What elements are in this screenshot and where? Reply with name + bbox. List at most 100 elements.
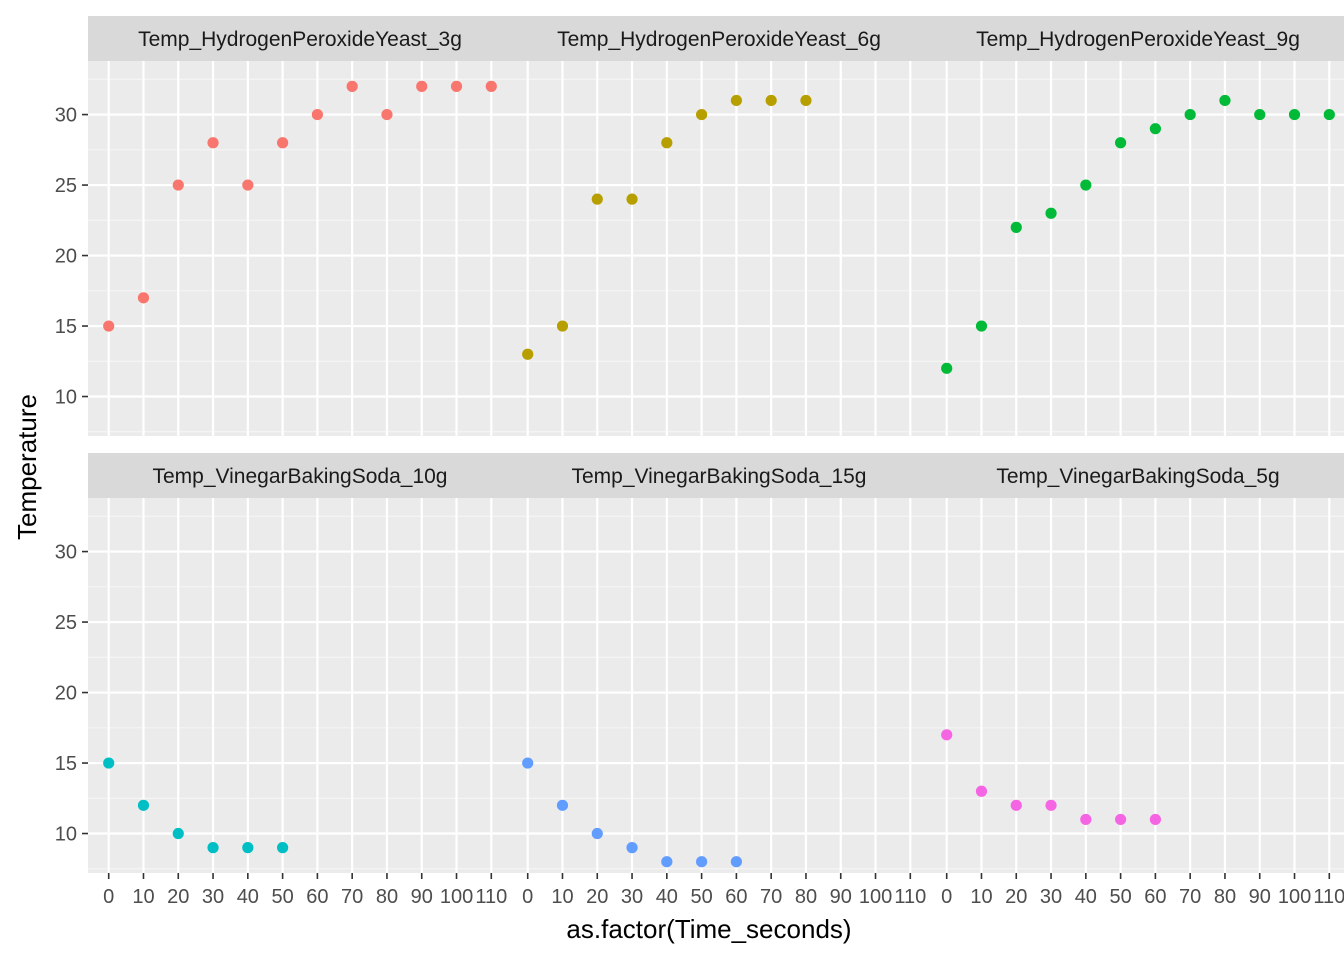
facet-panel: Temp_VinegarBakingSoda_5g 0 10 20 30 40 50 60 70…	[926, 453, 1344, 908]
data-point	[626, 193, 638, 205]
facet-panel: Temp_VinegarBakingSoda_10g 10 15 20 25 30 0 10 2…	[55, 453, 512, 908]
data-point	[311, 108, 323, 121]
data-point	[1080, 813, 1092, 826]
panel-background	[88, 61, 512, 436]
data-point	[1045, 207, 1057, 219]
data-point	[1219, 94, 1231, 107]
data-point	[381, 108, 393, 121]
x-tick-label: 70	[341, 886, 363, 908]
data-point	[661, 137, 673, 149]
x-tick-label: 90	[411, 886, 433, 908]
data-point	[1010, 799, 1022, 811]
facet-strip-label: Temp_HydrogenPeroxideYeast_6g	[557, 28, 881, 51]
data-point	[556, 320, 569, 332]
x-tick-label: 30	[202, 886, 224, 908]
x-tick-label: 100	[859, 886, 892, 908]
x-tick-label: 30	[621, 886, 643, 908]
facet-strip-label: Temp_HydrogenPeroxideYeast_3g	[138, 28, 462, 51]
x-tick-label: 110	[894, 886, 926, 908]
y-tick-label: 10	[55, 387, 77, 409]
data-point	[556, 799, 569, 811]
x-tick-label: 20	[586, 886, 608, 908]
data-point	[485, 80, 497, 92]
data-point	[137, 292, 150, 304]
x-tick-label: 70	[760, 886, 782, 908]
data-point	[1184, 108, 1196, 121]
data-point	[1115, 137, 1127, 149]
y-tick-label: 30	[55, 542, 77, 564]
x-tick-label: 50	[1109, 886, 1131, 908]
facet-strip-label: Temp_VinegarBakingSoda_10g	[152, 465, 447, 488]
panel-background	[507, 498, 931, 873]
panel-background	[88, 498, 512, 873]
facet-strip	[926, 453, 1344, 498]
data-point	[346, 80, 358, 92]
x-tick-label: 40	[656, 886, 678, 908]
panel-background	[926, 498, 1344, 873]
y-tick-label: 15	[55, 753, 77, 775]
facet-panel: Temp_HydrogenPeroxideYeast_9g	[926, 16, 1344, 436]
y-tick-label: 25	[55, 175, 77, 197]
data-point	[1323, 108, 1335, 121]
data-point	[696, 108, 708, 121]
y-tick-label: 25	[55, 612, 77, 634]
panel-background	[926, 61, 1344, 436]
x-tick-label: 0	[941, 886, 952, 908]
data-point	[242, 179, 254, 191]
data-point	[800, 94, 812, 107]
data-point	[1288, 108, 1301, 121]
data-point	[172, 179, 184, 191]
facet-strip-label: Temp_VinegarBakingSoda_15g	[571, 465, 866, 488]
x-axis-title: as.factor(Time_seconds)	[566, 914, 851, 944]
data-point	[696, 856, 708, 868]
x-tick-label: 0	[522, 886, 533, 908]
x-tick-label: 30	[1040, 886, 1062, 908]
x-tick-label: 20	[1005, 886, 1027, 908]
data-point	[626, 842, 638, 854]
x-tick-label: 90	[830, 886, 852, 908]
data-point	[277, 842, 289, 854]
x-tick-label: 80	[795, 886, 817, 908]
x-tick-label: 100	[1278, 886, 1311, 908]
data-point	[730, 94, 742, 107]
data-point	[1115, 813, 1127, 826]
x-tick-label: 60	[306, 886, 328, 908]
y-tick-label: 20	[55, 683, 77, 705]
facet-strip	[926, 16, 1344, 61]
facet-strip	[507, 453, 931, 498]
data-point	[975, 785, 988, 797]
x-tick-label: 110	[475, 886, 507, 908]
data-point	[522, 348, 534, 360]
data-point	[522, 757, 534, 769]
x-tick-label: 50	[690, 886, 712, 908]
data-point	[172, 827, 184, 840]
x-tick-label: 100	[440, 886, 473, 908]
data-point	[765, 94, 777, 107]
x-tick-label: 40	[237, 886, 259, 908]
x-tick-label: 60	[1144, 886, 1166, 908]
data-point	[207, 842, 219, 854]
x-tick-label: 10	[132, 886, 154, 908]
y-tick-label: 30	[55, 105, 77, 127]
x-tick-label: 10	[551, 886, 573, 908]
data-point	[1254, 108, 1266, 121]
y-tick-label: 10	[55, 824, 77, 846]
y-tick-label: 20	[55, 246, 77, 268]
x-tick-label: 80	[1214, 886, 1236, 908]
facet-strip-label: Temp_HydrogenPeroxideYeast_9g	[976, 28, 1300, 51]
data-point	[137, 799, 150, 811]
facet-strip	[88, 16, 512, 61]
x-tick-label: 60	[725, 886, 747, 908]
data-point	[591, 193, 603, 205]
data-point	[1080, 179, 1092, 191]
data-point	[1045, 799, 1057, 811]
facet-panel: Temp_HydrogenPeroxideYeast_6g	[507, 16, 931, 436]
panel-background	[507, 61, 931, 436]
data-point	[591, 827, 603, 840]
x-tick-label: 80	[376, 886, 398, 908]
data-point	[730, 856, 742, 868]
facet-strip	[507, 16, 931, 61]
data-point	[1010, 221, 1022, 233]
data-point	[277, 137, 289, 149]
